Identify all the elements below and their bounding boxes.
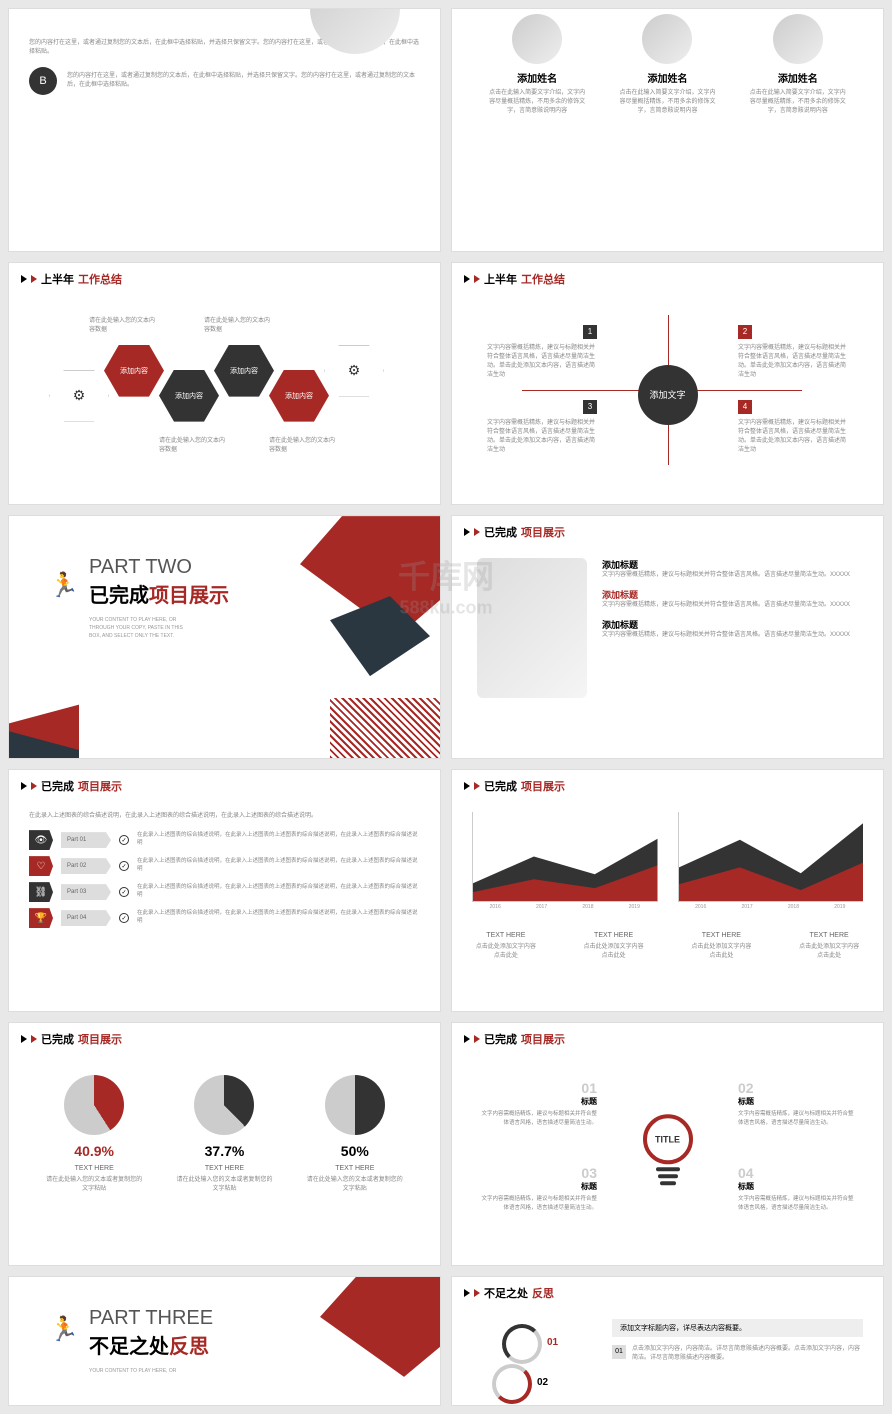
hex-2: 添加内容 — [104, 345, 164, 397]
trophy-icon: 🏆 — [29, 908, 53, 928]
slide-11: 🏃 PART THREE 不足之处反思 YOUR CONTENT TO PLAY… — [8, 1276, 441, 1406]
slide-9: 已完成项目展示 40.9% TEXT HERE 请在此处输入您的文本或者复制您的… — [8, 1022, 441, 1266]
heart-icon: ♡ — [29, 856, 53, 876]
slide-12: 不足之处反思 01 02 添加文字标题内容，详尽表达内容概要。 01点击添加文字… — [451, 1276, 884, 1406]
pie-3: 50% TEXT HERE 请在此处输入您的文本或者复制您的文字粘贴 — [305, 1075, 405, 1194]
avatar-3 — [773, 14, 823, 64]
slide-7: 已完成项目展示 在此录入上述图表的综合描述说明，在此录入上述图表的综合描述说明，… — [8, 769, 441, 1013]
slide-4: 上半年工作总结 添加文字 1文字内容需概括精炼，建议与标题相关并符合整体语言风格… — [451, 262, 884, 506]
slide-5: 🏃 PART TWO 已完成项目展示 YOUR CONTENT TO PLAY … — [8, 515, 441, 759]
link-icon: ⛓ — [29, 882, 53, 902]
avatar-1 — [512, 14, 562, 64]
hex-3: 添加内容 — [159, 370, 219, 422]
hex-4: 添加内容 — [214, 345, 274, 397]
slide-8: 已完成项目展示 2016201720182019 201620172018201… — [451, 769, 884, 1013]
center-circle: 添加文字 — [638, 365, 698, 425]
slide-3: 上半年工作总结 请在此处输入您的文本内容数据 请在此处输入您的文本内容数据 ⚙ … — [8, 262, 441, 506]
pie-2: 37.7% TEXT HERE 请在此处输入您的文本或者复制您的文字粘贴 — [174, 1075, 274, 1194]
area-chart-2: 2016201720182019 — [678, 812, 864, 910]
bulb-icon: TITLE — [643, 1115, 693, 1189]
slide-6: 已完成项目展示 添加标题文字内容需概括精炼，建议与标题相关并符合整体语言风格。语… — [451, 515, 884, 759]
hex-5: 添加内容 — [269, 370, 329, 422]
slide-2: 添加姓名 点击在此输入简要文字介绍，文字内容尽量概括精炼，不用多余的修饰文字，言… — [451, 8, 884, 252]
person-col-3: 添加姓名 点击在此输入简要文字介绍，文字内容尽量概括精炼，不用多余的修饰文字，言… — [748, 14, 848, 116]
badge-b: B — [29, 67, 57, 95]
slide-1: 您的内容打在这里，或者通过复制您的文本后，在此框中选择粘贴，并选择只保留文字。您… — [8, 8, 441, 252]
person-col-1: 添加姓名 点击在此输入简要文字介绍，文字内容尽量概括精炼，不用多余的修饰文字，言… — [487, 14, 587, 116]
slide-grid: 您的内容打在这里，或者通过复制您的文本后，在此框中选择粘贴，并选择只保留文字。您… — [0, 0, 892, 1414]
slide-10: 已完成项目展示 TITLE 01标题文字内容需概括精炼，建议与标题相关并符合整体… — [451, 1022, 884, 1266]
pie-1: 40.9% TEXT HERE 请在此处输入您的文本或者复制您的文字粘贴 — [44, 1075, 144, 1194]
runner-icon: 🏃 — [49, 1315, 79, 1344]
person-col-2: 添加姓名 点击在此输入简要文字介绍，文字内容尽量概括精炼，不用多余的修饰文字，言… — [617, 14, 717, 116]
runner-icon: 🏃 — [49, 571, 79, 600]
hex-1: ⚙ — [49, 370, 109, 422]
content-image — [477, 558, 587, 698]
area-chart-1: 2016201720182019 — [472, 812, 658, 910]
rings: 01 02 — [472, 1319, 592, 1406]
avatar-2 — [642, 14, 692, 64]
text-b: 您的内容打在这里，或者通过复制您的文本后，在此框中选择粘贴，并选择只保留文字。您… — [67, 72, 420, 90]
eye-icon: 👁 — [29, 830, 53, 850]
hex-6: ⚙ — [324, 345, 384, 397]
